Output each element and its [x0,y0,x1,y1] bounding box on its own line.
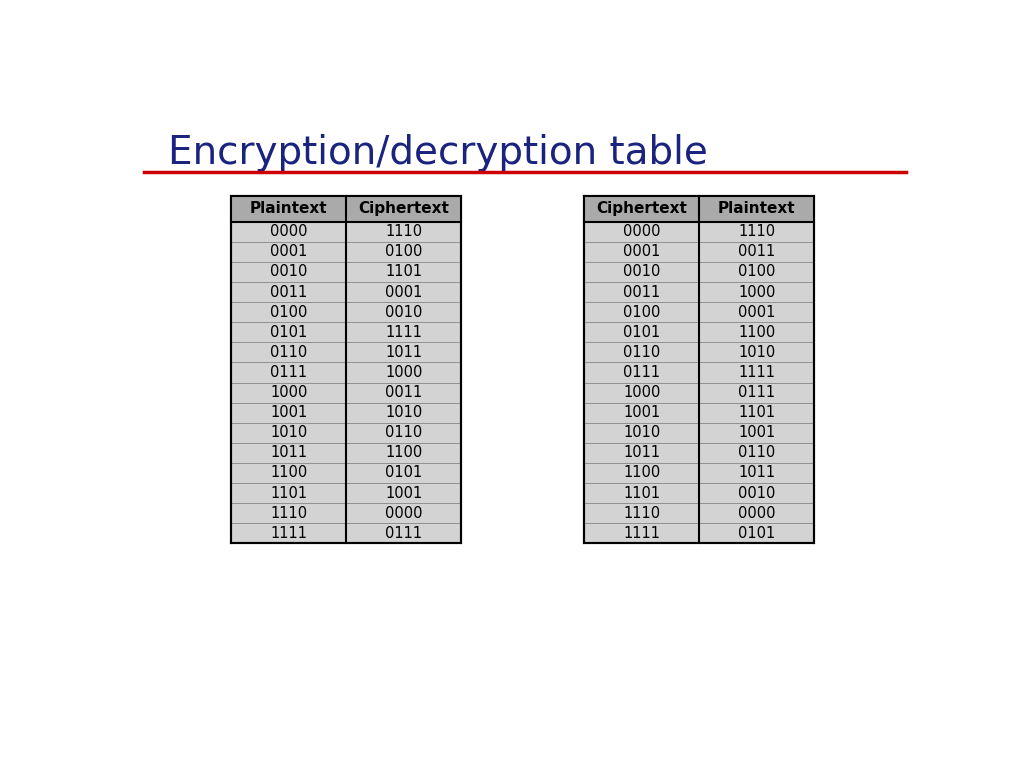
Text: 1000: 1000 [738,284,775,300]
Text: 1101: 1101 [270,485,307,501]
Text: 1001: 1001 [624,406,660,420]
Text: 1100: 1100 [738,325,775,339]
Text: 1110: 1110 [270,505,307,521]
Bar [231,196,461,544]
Text: 0111: 0111 [385,526,422,541]
Text: 0100: 0100 [385,244,423,260]
Text: 0011: 0011 [624,284,660,300]
Text: Ciphertext: Ciphertext [358,201,450,216]
Text: 1111: 1111 [270,526,307,541]
Text: 0010: 0010 [738,485,775,501]
Text: 0010: 0010 [270,264,307,280]
Text: 1101: 1101 [385,264,422,280]
Text: Encryption/decryption table: Encryption/decryption table [168,134,708,171]
Text: 1001: 1001 [385,485,423,501]
Text: 0110: 0110 [270,345,307,360]
Text: 1000: 1000 [270,385,307,400]
Text: 1100: 1100 [624,465,660,481]
Text: 1001: 1001 [738,425,775,440]
Text: 1001: 1001 [270,406,307,420]
Text: 1110: 1110 [624,505,660,521]
Text: 0001: 0001 [624,244,660,260]
Text: 0110: 0110 [385,425,423,440]
Text: Plaintext: Plaintext [250,201,328,216]
Text: 0010: 0010 [385,305,423,319]
Text: 0000: 0000 [624,224,660,239]
Text: Plaintext: Plaintext [718,201,796,216]
Text: 0001: 0001 [738,305,775,319]
Text: 1111: 1111 [624,526,660,541]
Text: 1011: 1011 [624,445,660,460]
Text: 1011: 1011 [385,345,422,360]
Text: 0101: 0101 [270,325,307,339]
Text: 0000: 0000 [738,505,775,521]
Text: 0001: 0001 [385,284,423,300]
Text: 0101: 0101 [624,325,660,339]
Text: 0000: 0000 [270,224,307,239]
Text: 1100: 1100 [385,445,423,460]
Text: 1111: 1111 [738,365,775,380]
Text: 1110: 1110 [385,224,422,239]
Text: 0101: 0101 [738,526,775,541]
Text: Ciphertext: Ciphertext [596,201,687,216]
Text: 0011: 0011 [385,385,423,400]
Text: 1011: 1011 [738,465,775,481]
Text: 0111: 0111 [270,365,307,380]
Text: 0100: 0100 [624,305,660,319]
Text: 1010: 1010 [624,425,660,440]
Bar [585,196,814,544]
Text: 0000: 0000 [385,505,423,521]
Text: 0110: 0110 [738,445,775,460]
Text: 1000: 1000 [624,385,660,400]
Text: 0100: 0100 [738,264,775,280]
Text: 1101: 1101 [738,406,775,420]
Text: 0111: 0111 [738,385,775,400]
Text: 1010: 1010 [270,425,307,440]
Text: 1011: 1011 [270,445,307,460]
Text: 1010: 1010 [738,345,775,360]
Text: 1100: 1100 [270,465,307,481]
Text: 0111: 0111 [624,365,660,380]
Text: 0011: 0011 [270,284,307,300]
Bar [231,196,461,222]
Bar [585,196,814,222]
Text: 1000: 1000 [385,365,423,380]
Text: 0101: 0101 [385,465,423,481]
Text: 1101: 1101 [624,485,660,501]
Text: 1010: 1010 [385,406,423,420]
Text: 0010: 0010 [624,264,660,280]
Text: 1110: 1110 [738,224,775,239]
Text: 0011: 0011 [738,244,775,260]
Text: 1111: 1111 [385,325,422,339]
Text: 0001: 0001 [270,244,307,260]
Text: 0110: 0110 [624,345,660,360]
Text: 0100: 0100 [270,305,307,319]
